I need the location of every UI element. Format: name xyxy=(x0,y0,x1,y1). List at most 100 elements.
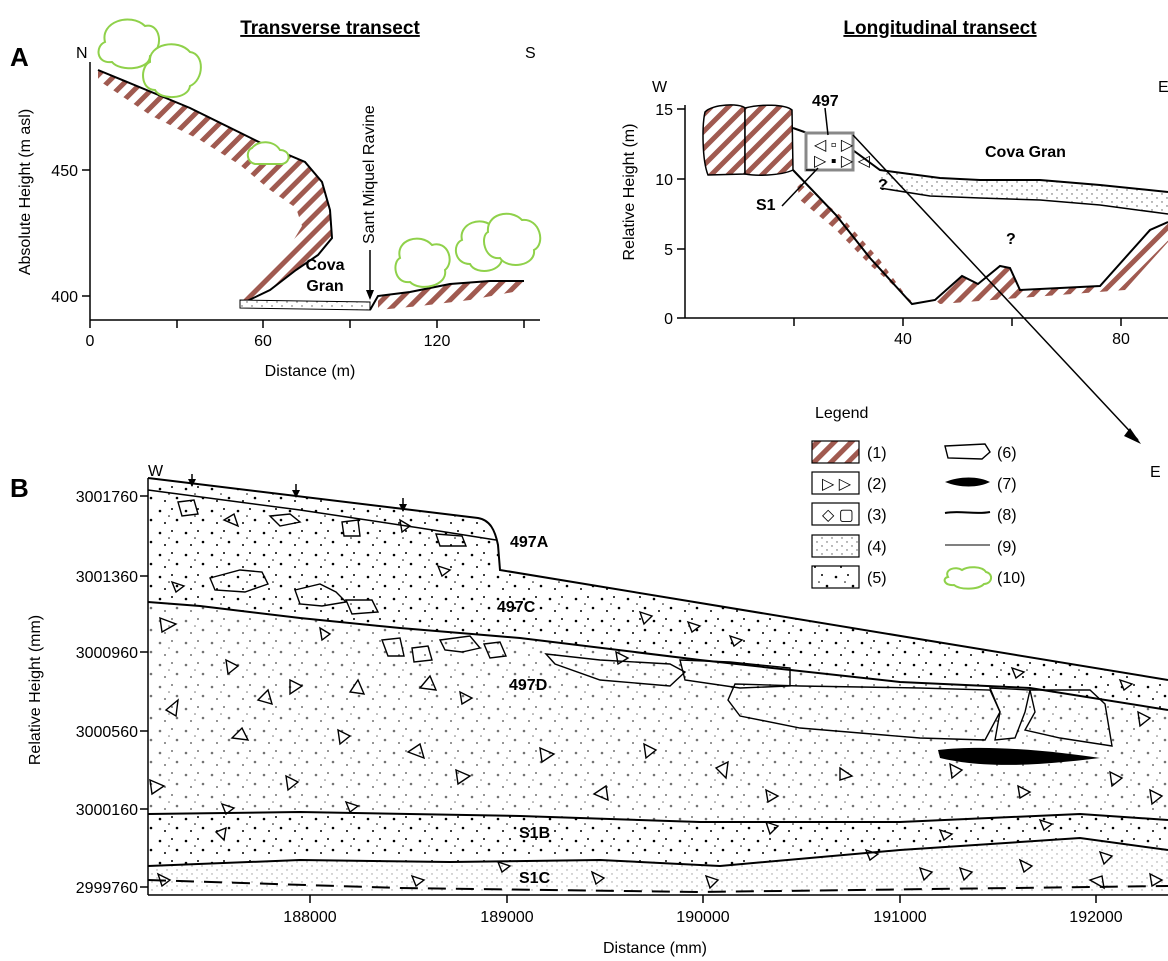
transverse-cave-label-1: Cova xyxy=(305,257,344,274)
section-angular-clasts xyxy=(149,512,1164,890)
section-east-label: E xyxy=(1150,464,1161,481)
panel-a-label: A xyxy=(10,42,29,72)
unit-label-497a: 497A xyxy=(510,534,549,551)
section-west-label: W xyxy=(148,463,164,480)
legend-item-5: (5) xyxy=(867,570,887,587)
legend-swatch-6 xyxy=(944,443,991,460)
site-box-clasts-1: ◁ ▫ ▷ xyxy=(814,137,854,154)
unit-label-s1c: S1C xyxy=(519,870,551,887)
longitudinal-cave-floor xyxy=(792,169,1168,306)
transverse-ground-profile xyxy=(97,69,334,303)
legend-swatch-2 xyxy=(811,471,860,495)
longitudinal-ytick-10: 10 xyxy=(655,172,673,189)
longitudinal-ytick-15: 15 xyxy=(655,102,673,119)
longitudinal-xtick-40: 40 xyxy=(894,331,912,348)
section-xtick-4: 192000 xyxy=(1069,909,1122,926)
unit-label-497c: 497C xyxy=(497,599,536,616)
projection-line-long xyxy=(852,134,1139,441)
site-497-box xyxy=(804,131,855,172)
longitudinal-bedrock-slope xyxy=(796,180,915,304)
panel-b-label: B xyxy=(10,473,29,503)
vegetation-trees-right xyxy=(394,212,542,288)
legend-swatch-3 xyxy=(811,502,860,526)
section-large-blocks xyxy=(177,499,1113,747)
section-s1-leader xyxy=(781,167,819,207)
ravine-arrowhead xyxy=(366,290,374,300)
legend-swatch-4 xyxy=(811,534,860,558)
legend-swatch-3-glyphs: ◇ ▢ xyxy=(822,507,854,524)
longitudinal-block-2 xyxy=(744,104,794,176)
longitudinal-ylabel: Relative Height (m) xyxy=(621,124,638,261)
ravine-label: Sant Miquel Ravine xyxy=(361,105,378,244)
longitudinal-cave-label: Cova Gran xyxy=(985,144,1066,161)
transverse-right-bank xyxy=(369,280,524,311)
legend-item-10: (10) xyxy=(997,570,1025,587)
transverse-floor-deposit xyxy=(239,299,371,311)
longitudinal-title: Longitudinal transect xyxy=(843,18,1037,39)
transverse-xtick-60: 60 xyxy=(254,333,272,350)
transverse-ytick-450: 450 xyxy=(51,163,78,180)
unit-label-s1b: S1B xyxy=(519,825,550,842)
unit-s1c-fill xyxy=(148,838,1168,892)
legend-swatch-1 xyxy=(811,440,860,464)
transverse-xlabel: Distance (m) xyxy=(265,363,356,380)
section-xtick-2: 190000 xyxy=(676,909,729,926)
transverse-north-label: N xyxy=(76,45,88,62)
legend-swatch-8 xyxy=(944,511,991,514)
transverse-axes xyxy=(82,62,540,328)
site-box-clasts-2: ▷ ▪ ▷ ◁ xyxy=(814,153,871,170)
transverse-bedrock-cliff xyxy=(98,70,332,302)
site-497-label: 497 xyxy=(812,93,839,110)
legend-item-3: (3) xyxy=(867,507,887,524)
legend-item-6: (6) xyxy=(997,445,1017,462)
legend-swatch-2-glyphs: ▷ ▷ xyxy=(822,476,852,493)
longitudinal-cave-deposit xyxy=(880,170,1168,214)
site-497-leader xyxy=(824,107,829,136)
transverse-cave-label-2: Gran xyxy=(306,278,343,295)
section-axes xyxy=(140,478,1168,903)
boundary-497c-497d xyxy=(147,601,1168,711)
transverse-xtick-120: 120 xyxy=(424,333,451,350)
legend-item-8: (8) xyxy=(997,507,1017,524)
boundary-497a-497c xyxy=(147,489,497,541)
section-ylabel: Relative Height (mm) xyxy=(27,615,44,765)
transverse-ytick-400: 400 xyxy=(51,289,78,306)
section-ytick-4: 3000160 xyxy=(76,802,138,819)
legend-swatch-10 xyxy=(943,566,992,590)
charcoal-lens xyxy=(938,747,1100,765)
unit-497a-497c-fill xyxy=(148,478,1168,710)
transverse-south-label: S xyxy=(525,45,536,62)
section-s1-label: S1 xyxy=(756,197,776,214)
unit-label-497d: 497D xyxy=(509,677,547,694)
section-ytick-2: 3000960 xyxy=(76,645,138,662)
longitudinal-west-label: W xyxy=(652,79,668,96)
transverse-xtick-0: 0 xyxy=(86,333,95,350)
legend-swatch-5 xyxy=(811,565,860,589)
legend-title: Legend xyxy=(815,405,868,422)
longitudinal-east-label: E xyxy=(1158,79,1168,96)
section-xtick-0: 188000 xyxy=(283,909,336,926)
section-top-surface xyxy=(147,477,1168,681)
section-ytick-0: 3001760 xyxy=(76,489,138,506)
unit-497d-fill xyxy=(148,602,1168,822)
section-ytick-1: 3001360 xyxy=(76,569,138,586)
transverse-title: Transverse transect xyxy=(240,18,420,39)
longitudinal-ytick-0: 0 xyxy=(664,311,673,328)
longitudinal-question-2: ? xyxy=(1006,231,1016,248)
longitudinal-cave-roof xyxy=(792,127,1168,193)
section-xtick-1: 189000 xyxy=(480,909,533,926)
legend-item-2: (2) xyxy=(867,476,887,493)
legend-item-9: (9) xyxy=(997,539,1017,556)
legend-swatch-7 xyxy=(945,477,990,487)
transverse-bedrock-right xyxy=(378,281,524,310)
longitudinal-deposit-line xyxy=(879,187,1168,215)
longitudinal-ytick-5: 5 xyxy=(664,242,673,259)
section-top-arrows xyxy=(188,474,407,512)
section-xtick-3: 191000 xyxy=(873,909,926,926)
projection-arrowhead xyxy=(1124,428,1141,444)
legend-item-1: (1) xyxy=(867,445,887,462)
longitudinal-question-1: ? xyxy=(878,177,888,194)
section-ytick-3: 3000560 xyxy=(76,724,138,741)
longitudinal-xtick-80: 80 xyxy=(1112,331,1130,348)
